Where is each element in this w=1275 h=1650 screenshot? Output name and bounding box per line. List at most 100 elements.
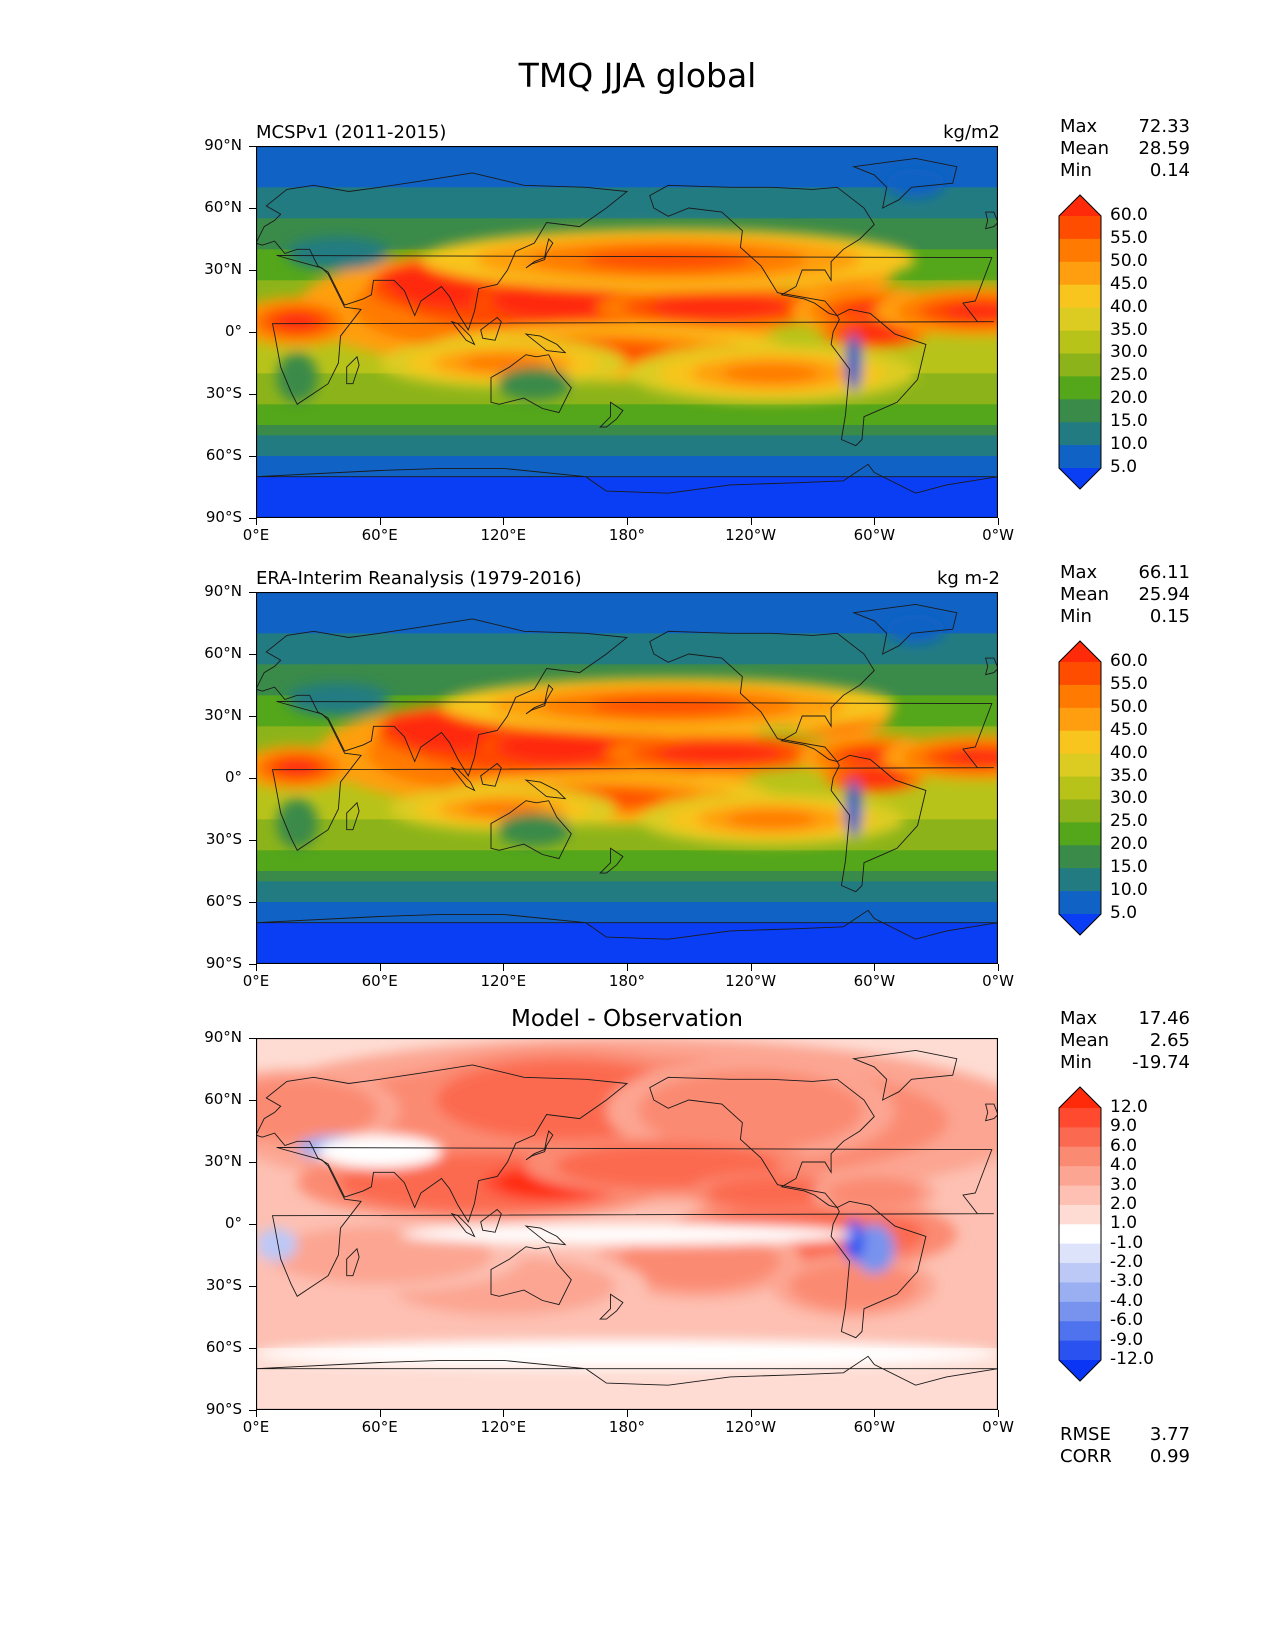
colorbar-segment bbox=[1059, 1127, 1101, 1148]
colorbar-outline bbox=[1058, 194, 1102, 490]
xtick-label: 120°W bbox=[725, 526, 777, 544]
stat-max-label: Max bbox=[1060, 562, 1098, 583]
colorbar-segment bbox=[1059, 822, 1101, 846]
zonal-band bbox=[256, 394, 998, 405]
colorbar-segment bbox=[1059, 399, 1101, 423]
xtick-label: 0°E bbox=[242, 972, 270, 990]
colorbar-segment bbox=[1059, 799, 1101, 823]
colorbar-tick-label: 55.0 bbox=[1110, 673, 1148, 694]
xtick-label: 60°E bbox=[361, 526, 398, 544]
map-svg bbox=[256, 592, 998, 964]
coastline-nz bbox=[599, 401, 624, 428]
field-features bbox=[256, 614, 998, 849]
neutral-blob bbox=[400, 1224, 854, 1245]
field-blob bbox=[826, 1176, 923, 1210]
colorbar-segment bbox=[1059, 753, 1101, 778]
stat-min: 0.14 bbox=[1149, 160, 1190, 181]
field-blob bbox=[945, 749, 998, 765]
stats-box: Max 66.11 Mean 25.94 Min 0.15 bbox=[1060, 562, 1190, 628]
map-plot bbox=[256, 146, 998, 518]
xtick-mark bbox=[627, 964, 628, 971]
coastline-namerica bbox=[649, 1076, 875, 1209]
colorbar-extend-bottom bbox=[1059, 1360, 1101, 1381]
zonal-band bbox=[256, 1389, 998, 1401]
map-frame bbox=[256, 1038, 998, 1410]
ytick-label: 90°S bbox=[205, 508, 242, 526]
zonal-band bbox=[256, 218, 998, 230]
colorbar-segment bbox=[1059, 330, 1101, 354]
zonal-band bbox=[256, 507, 998, 518]
zonal-band bbox=[256, 156, 998, 168]
colorbar-tick-label: -2.0 bbox=[1110, 1252, 1144, 1273]
xtick-mark bbox=[379, 518, 381, 525]
colorbar-extend-top bbox=[1059, 195, 1101, 216]
zonal-band bbox=[256, 404, 998, 416]
colorbar-tick-label: -9.0 bbox=[1110, 1329, 1144, 1350]
ytick-mark bbox=[249, 654, 256, 655]
coastline-antarctic bbox=[256, 909, 998, 940]
colorbar-tick-label: 45.0 bbox=[1110, 273, 1148, 294]
colorbar: 12.0 9.0 6.0 4.0 3.0 2.0 1.0 -1.0 -2.0 -3.0 -4.0 -6… bbox=[1058, 1086, 1154, 1386]
metrics-box: RMSE 3.77 CORR 0.99 bbox=[1060, 1424, 1190, 1468]
xtick-label: 180° bbox=[608, 1418, 646, 1436]
xtick-mark bbox=[874, 1410, 876, 1417]
zonal-band bbox=[256, 166, 998, 178]
coastline-eurasia bbox=[256, 618, 629, 777]
coastline-africa bbox=[271, 255, 994, 405]
field-blob bbox=[706, 1176, 836, 1210]
coastline-australia bbox=[490, 1246, 572, 1306]
colorbar-tick-label: 9.0 bbox=[1110, 1116, 1138, 1137]
coastline-australia bbox=[490, 800, 572, 860]
colorbar-segment bbox=[1059, 307, 1101, 332]
colorbar-tick-label: 55.0 bbox=[1110, 227, 1148, 248]
xtick-mark bbox=[256, 1410, 257, 1417]
coastline-newguinea bbox=[524, 779, 567, 800]
colorbar-tick-label: 35.0 bbox=[1110, 319, 1148, 340]
coastline-nz bbox=[599, 847, 624, 874]
coastline-japan bbox=[525, 1130, 554, 1161]
stat-min: -19.74 bbox=[1131, 1052, 1190, 1073]
ytick-mark bbox=[249, 208, 256, 209]
ytick-mark bbox=[249, 1410, 256, 1411]
colorbar-tick-label: 30.0 bbox=[1110, 788, 1148, 809]
coastline-madagascar bbox=[346, 1247, 360, 1277]
colorbar-outline bbox=[1058, 1086, 1102, 1382]
map-frame bbox=[256, 146, 998, 518]
ytick-mark bbox=[249, 1038, 256, 1039]
xtick-label: 120°W bbox=[725, 972, 777, 990]
xtick-label: 120°E bbox=[480, 526, 527, 544]
colorbar-tick-label: 2.0 bbox=[1110, 1193, 1138, 1214]
rmse-label: RMSE bbox=[1060, 1424, 1111, 1445]
colorbar-segment bbox=[1059, 776, 1101, 800]
colorbar-tick-label: 25.0 bbox=[1110, 365, 1148, 386]
zonal-band bbox=[256, 912, 998, 924]
field-blob bbox=[726, 810, 817, 829]
zonal-band bbox=[256, 197, 998, 209]
field-blob bbox=[526, 292, 583, 310]
zonal-band bbox=[256, 592, 998, 603]
panel-diff: Model - Observation 90°N 60°N 30°N 0° 30°S 60… bbox=[0, 1006, 1275, 1467]
stats-box: Max 17.46 Mean 2.65 Min -19.74 bbox=[1060, 1008, 1190, 1074]
coastline-uk bbox=[984, 211, 998, 230]
coastline-japan bbox=[525, 238, 554, 269]
colorbar-segment bbox=[1059, 1340, 1101, 1361]
ytick-label: 90°N bbox=[204, 1028, 242, 1046]
colorbar-tick-label: 5.0 bbox=[1110, 903, 1138, 923]
ytick-label: 30°N bbox=[204, 260, 242, 278]
zonal-band bbox=[256, 1317, 998, 1328]
colorbar-tick-label: 4.0 bbox=[1110, 1155, 1138, 1176]
xtick-label: 180° bbox=[608, 526, 646, 544]
xtick-mark bbox=[998, 1410, 999, 1417]
ytick-label: 0° bbox=[224, 1214, 242, 1232]
panel-left-title: MCSPv1 (2011-2015) bbox=[256, 122, 447, 143]
ytick-label: 0° bbox=[224, 322, 242, 340]
colorbar-tick-label: -6.0 bbox=[1110, 1310, 1144, 1331]
coastline-japan bbox=[525, 684, 554, 715]
panel-obs: ERA-Interim Reanalysis (1979-2016) kg m-… bbox=[0, 562, 1275, 1018]
colorbar-segment bbox=[1059, 284, 1101, 309]
zonal-band bbox=[256, 435, 998, 447]
map-svg bbox=[256, 146, 998, 518]
zonal-band bbox=[256, 177, 998, 188]
coastline-newguinea bbox=[524, 1225, 567, 1246]
stat-mean: 25.94 bbox=[1138, 584, 1190, 605]
